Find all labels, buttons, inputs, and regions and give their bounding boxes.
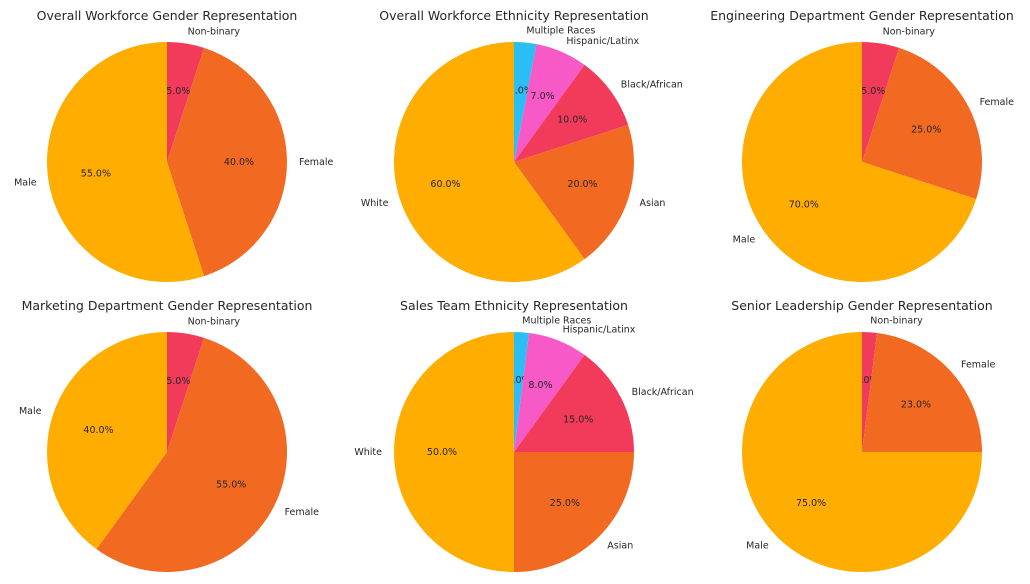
pie-slice-female [862, 47, 983, 200]
pie-chart-6: Senior Leadership Gender Representation N… [731, 298, 996, 572]
pie-chart-1: Overall Workforce Gender Representation N… [14, 8, 334, 282]
chart-title: Sales Team Ethnicity Representation [400, 298, 628, 313]
slice-percent-male: 40.0% [83, 425, 113, 436]
slice-percent-asian: 20.0% [567, 179, 597, 190]
slice-percent-multiple-races: 2.0% [506, 375, 530, 386]
pie-slice-multiple-races [514, 332, 530, 452]
slice-percent-multiple-races: 3.0% [509, 85, 533, 96]
slice-label-male: Male [746, 540, 769, 551]
slice-percent-hispanic-latinx: 7.0% [531, 91, 555, 102]
chart-title: Marketing Department Gender Representati… [22, 298, 313, 313]
slice-label-black-african: Black/African [621, 79, 683, 90]
slice-percent-black-african: 15.0% [563, 414, 593, 425]
slice-percent-white: 50.0% [427, 447, 457, 458]
slice-label-white: White [361, 198, 389, 209]
slice-percent-non-binary: 2.0% [854, 375, 878, 386]
slice-percent-black-african: 10.0% [557, 115, 587, 126]
pie-slice-hispanic-latinx [514, 332, 585, 452]
slice-label-black-african: Black/African [632, 387, 694, 398]
slice-label-multiple-races: Multiple Races [526, 26, 595, 37]
pie-slice-male [742, 42, 977, 282]
pie-chart-3: Engineering Department Gender Representa… [710, 8, 1014, 282]
slice-label-female: Female [299, 157, 334, 168]
slice-percent-hispanic-latinx: 8.0% [528, 380, 552, 391]
pie-slice-asian [514, 452, 634, 572]
slice-label-hispanic-latinx: Hispanic/Latinx [563, 324, 636, 335]
slice-label-asian: Asian [607, 540, 633, 551]
slice-percent-female: 23.0% [901, 399, 931, 410]
slice-label-male: Male [19, 406, 42, 417]
pie-slice-asian [514, 124, 635, 260]
pie-chart-4: Marketing Department Gender Representati… [19, 298, 319, 572]
slice-label-non-binary: Non-binary [870, 315, 923, 326]
slice-label-multiple-races: Multiple Races [522, 315, 591, 326]
slice-percent-male: 75.0% [796, 498, 826, 509]
pie-slice-multiple-races [514, 42, 537, 162]
pie-slice-non-binary [862, 332, 878, 452]
pie-chart-2: Overall Workforce Ethnicity Representati… [361, 8, 683, 282]
pie-slice-female [862, 332, 982, 452]
slice-label-female: Female [285, 507, 320, 518]
slice-label-non-binary: Non-binary [188, 27, 241, 38]
slice-label-female: Female [980, 97, 1015, 108]
slice-percent-male: 55.0% [81, 168, 111, 179]
slice-label-hispanic-latinx: Hispanic/Latinx [566, 36, 639, 47]
pie-slice-female [167, 47, 288, 277]
pie-slice-white [393, 42, 585, 282]
chart-title: Engineering Department Gender Representa… [710, 8, 1014, 23]
slice-label-non-binary: Non-binary [188, 317, 241, 328]
pie-slice-white [394, 332, 514, 572]
slice-label-white: White [354, 447, 382, 458]
pie-slice-female [96, 337, 288, 572]
chart-title: Senior Leadership Gender Representation [731, 298, 992, 313]
slice-percent-female: 55.0% [216, 480, 246, 491]
slice-percent-female: 40.0% [224, 157, 254, 168]
pie-slice-male [47, 42, 205, 282]
slice-label-male: Male [14, 178, 37, 189]
slice-label-asian: Asian [640, 198, 666, 209]
pie-slice-non-binary [862, 42, 900, 162]
pie-slice-male [47, 332, 167, 550]
slice-percent-female: 25.0% [911, 124, 941, 135]
slice-percent-male: 70.0% [789, 199, 819, 210]
slice-percent-non-binary: 5.0% [166, 376, 190, 387]
slice-label-male: Male [733, 235, 756, 246]
chart-title: Overall Workforce Ethnicity Representati… [379, 8, 648, 23]
slice-percent-non-binary: 5.0% [861, 86, 885, 97]
pie-slice-hispanic-latinx [514, 44, 585, 162]
slice-percent-asian: 25.0% [550, 498, 580, 509]
pie-slice-black-african [514, 354, 634, 452]
pie-slice-black-african [514, 64, 629, 162]
chart-title: Overall Workforce Gender Representation [37, 8, 298, 23]
slice-percent-white: 60.0% [430, 179, 460, 190]
slice-label-female: Female [961, 360, 996, 371]
slice-percent-non-binary: 5.0% [166, 86, 190, 97]
pie-slice-male [742, 332, 982, 572]
slice-label-non-binary: Non-binary [883, 27, 936, 38]
pie-chart-5: Sales Team Ethnicity Representation Multi… [354, 298, 694, 572]
pie-slice-non-binary [167, 332, 205, 452]
pie-slice-non-binary [167, 41, 205, 162]
